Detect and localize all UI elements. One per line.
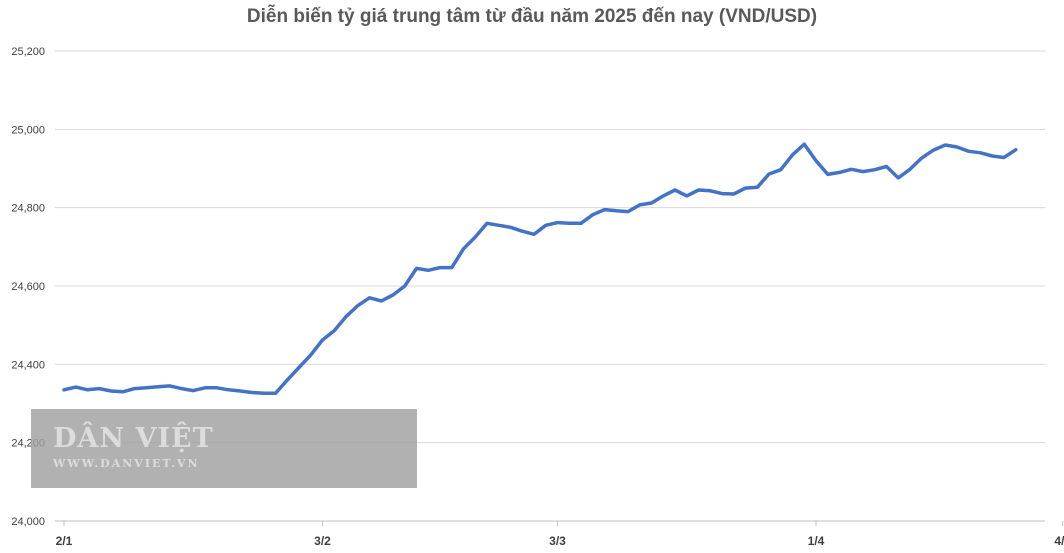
watermark: DÂN VIỆT WWW.DANVIET.VN [31,409,417,488]
chart-title: Diễn biến tỷ giá trung tâm từ đầu năm 20… [246,6,818,27]
watermark-url: WWW.DANVIET.VN [53,457,200,470]
y-tick-label: 24,400 [11,359,45,371]
x-tick-label: 1/4 [808,534,825,548]
y-tick-label: 25,000 [11,124,45,136]
gridlines [55,50,1045,522]
x-axis-labels: 2/1 3/2 3/3 1/4 4/5 [56,521,1064,548]
series-group [62,142,1018,396]
x-tick-label: 2/1 [56,534,73,548]
y-tick-label: 24,600 [11,281,45,293]
y-tick-label: 24,000 [11,516,45,528]
y-tick-label: 25,200 [11,46,45,58]
x-tick-label: 4/5 [1054,534,1064,548]
y-tick-label: 24,800 [11,203,45,215]
x-tick-label: 3/2 [314,534,331,548]
x-tick-label: 3/3 [549,534,566,548]
series-line [62,142,1018,396]
watermark-logo: DÂN VIỆT [53,423,214,454]
